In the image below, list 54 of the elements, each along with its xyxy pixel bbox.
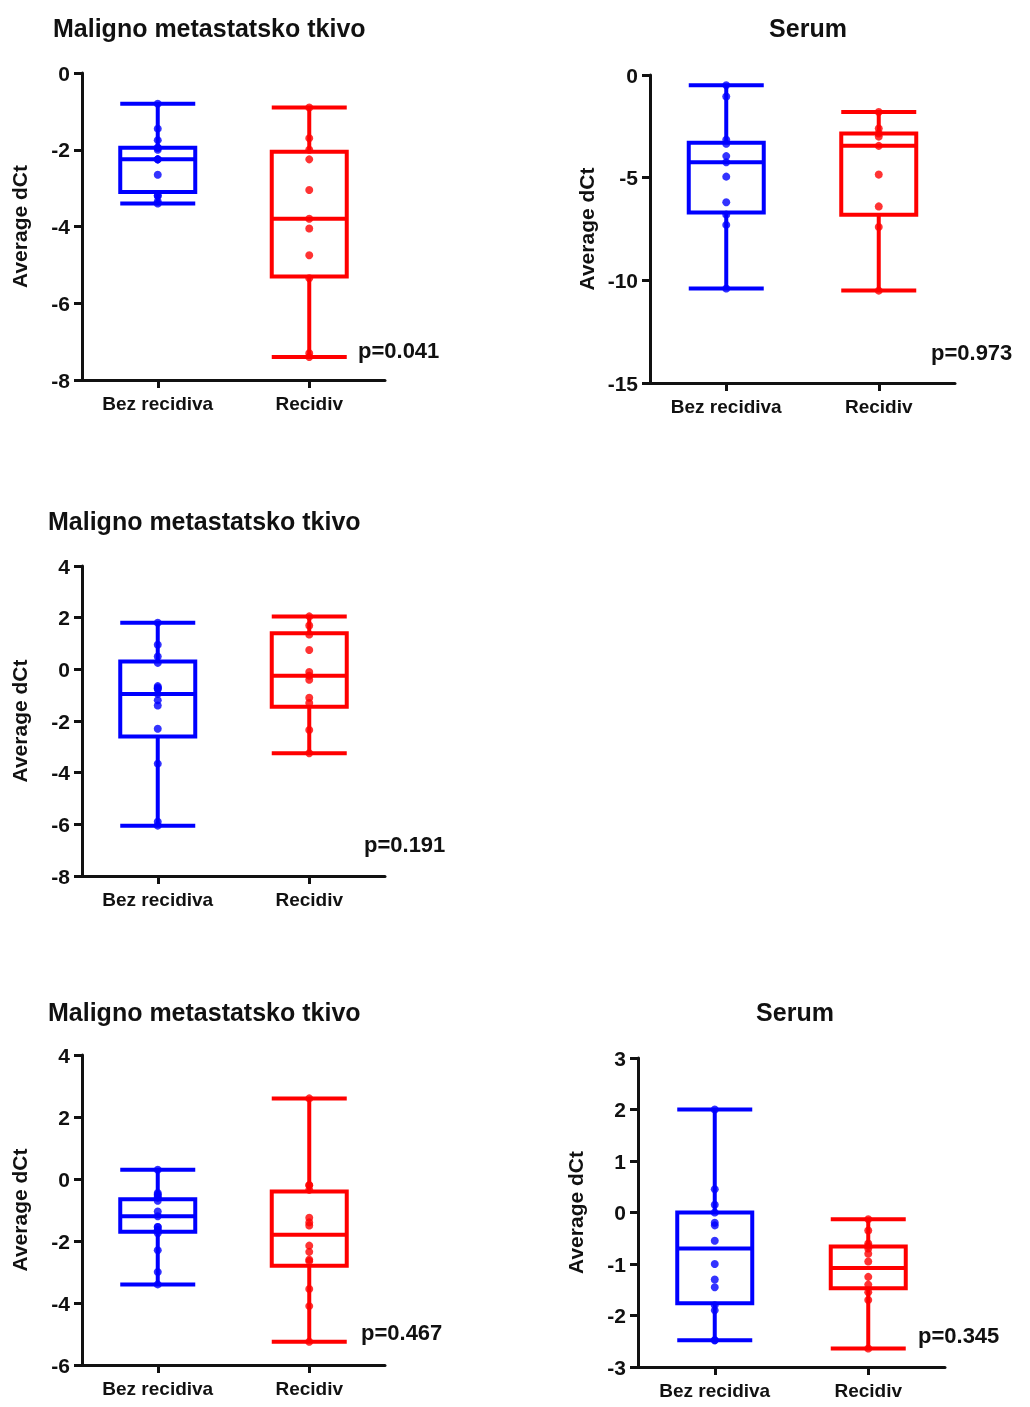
y-axis-title: Average dCt bbox=[8, 165, 31, 288]
chart-title: Maligno metastatsko tkivo bbox=[48, 506, 361, 535]
annotation: p=0.973 bbox=[931, 339, 1013, 365]
chart-title: Serum bbox=[769, 13, 847, 42]
y-tick-label: -15 bbox=[607, 371, 639, 395]
x-tick-label: Recidiv bbox=[844, 396, 913, 417]
y-tick-label: 2 bbox=[58, 606, 70, 630]
y-tick-label: 4 bbox=[58, 554, 71, 578]
annotation: p=0.467 bbox=[361, 1319, 443, 1345]
y-tick-label: -2 bbox=[51, 1229, 70, 1253]
y-tick-label: -6 bbox=[51, 812, 70, 836]
x-tick-label: Bez recidiva bbox=[102, 1378, 214, 1399]
annotation: p=0.041 bbox=[358, 337, 440, 363]
chart-title: Maligno metastatsko tkivo bbox=[48, 997, 361, 1026]
y-axis-title: Average dCt bbox=[574, 167, 598, 291]
y-tick-label: -4 bbox=[51, 761, 71, 785]
y-tick-label: 3 bbox=[614, 1046, 626, 1070]
annotation: p=0.345 bbox=[918, 1322, 1000, 1348]
y-axis-title: Average dCt bbox=[564, 1151, 587, 1274]
y-tick-label: -1 bbox=[607, 1252, 627, 1276]
y-tick-label: -10 bbox=[607, 268, 638, 292]
y-tick-label: 0 bbox=[58, 1167, 70, 1191]
x-tick-label: Bez recidiva bbox=[102, 889, 214, 910]
y-tick-label: 0 bbox=[626, 63, 638, 87]
y-tick-label: -2 bbox=[51, 138, 70, 162]
annotation: p=0.191 bbox=[364, 831, 446, 857]
x-tick-label: Recidiv bbox=[834, 1380, 903, 1401]
y-tick-label: -2 bbox=[607, 1304, 626, 1327]
y-tick-label: -3 bbox=[607, 1355, 626, 1379]
y-tick-label: 2 bbox=[58, 1105, 70, 1129]
y-tick-label: -8 bbox=[51, 368, 71, 392]
y-tick-label: -8 bbox=[51, 864, 71, 888]
x-tick-label: Bez recidiva bbox=[659, 1380, 771, 1401]
y-tick-label: 0 bbox=[58, 61, 70, 85]
chart-title: Serum bbox=[756, 997, 834, 1026]
y-tick-label: -6 bbox=[51, 291, 70, 315]
x-tick-label: Bez recidiva bbox=[102, 393, 214, 414]
y-tick-label: -6 bbox=[51, 1353, 70, 1377]
y-tick-label: 4 bbox=[58, 1043, 71, 1067]
y-tick-label: -4 bbox=[51, 215, 71, 238]
y-axis-title: Average dCt bbox=[8, 1148, 31, 1272]
x-tick-label: Recidiv bbox=[275, 889, 344, 910]
x-tick-label: Bez recidiva bbox=[670, 396, 783, 417]
y-tick-label: 0 bbox=[58, 657, 70, 681]
y-tick-label: -2 bbox=[51, 709, 70, 733]
y-tick-label: 2 bbox=[614, 1098, 626, 1121]
y-tick-label: 0 bbox=[614, 1201, 626, 1224]
x-tick-label: Recidiv bbox=[275, 1378, 344, 1399]
x-tick-label: Recidiv bbox=[275, 393, 344, 414]
y-axis-title: Average dCt bbox=[8, 659, 31, 783]
chart-title: Maligno metastatsko tkivo bbox=[53, 13, 366, 42]
y-tick-label: 1 bbox=[614, 1149, 627, 1173]
y-tick-label: -4 bbox=[51, 1291, 71, 1315]
y-tick-label: -5 bbox=[619, 166, 639, 190]
